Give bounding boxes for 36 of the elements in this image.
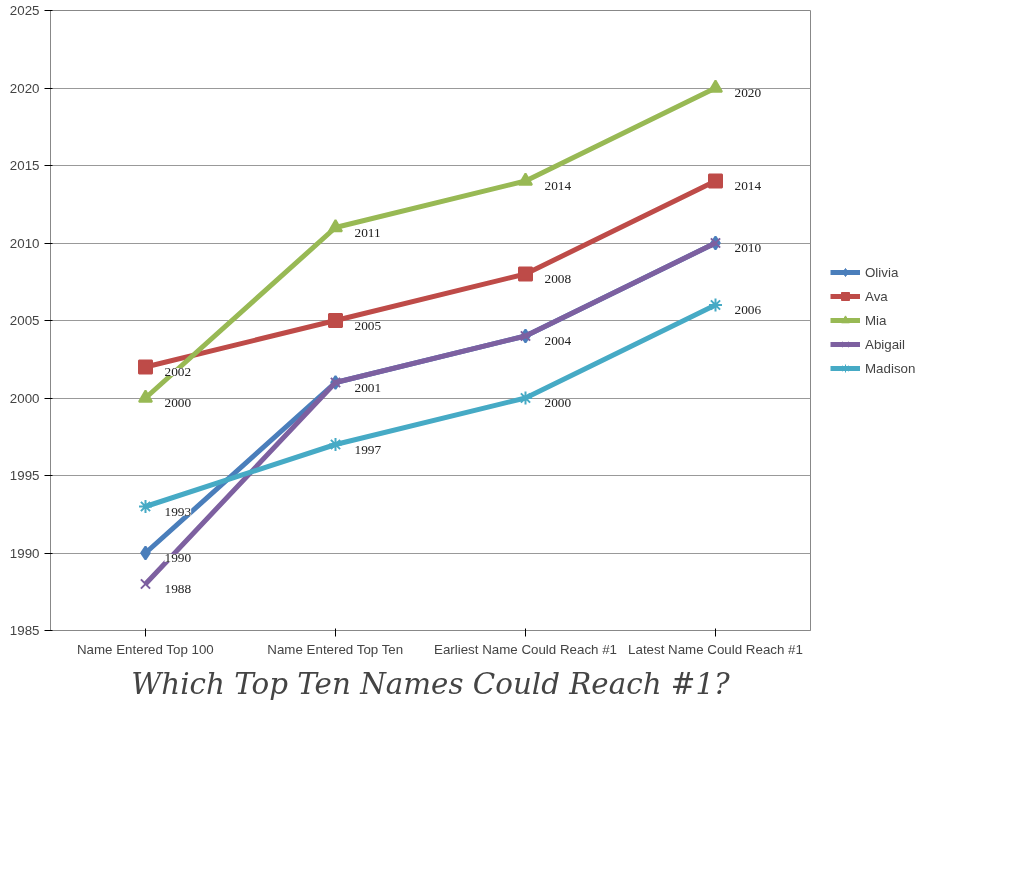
x-tick-label: Latest Name Could Reach #1 — [628, 641, 803, 657]
data-label: 1990 — [164, 550, 192, 565]
data-label: 2002 — [164, 364, 192, 379]
x-tick-label: Name Entered Top Ten — [267, 641, 404, 657]
x-tick-label: Name Entered Top 100 — [76, 641, 214, 657]
data-label: 2001 — [354, 379, 382, 395]
y-tick-label: 2015 — [9, 158, 40, 173]
data-label: 2006 — [734, 302, 762, 317]
data-label: 1997 — [354, 441, 382, 457]
y-tick-label: 1995 — [9, 468, 40, 483]
data-label: 2000 — [164, 395, 192, 410]
legend-label: Madison — [865, 360, 916, 376]
data-label: 2000 — [544, 395, 572, 410]
data-label: 2014 — [734, 178, 762, 193]
data-label: 2010 — [734, 240, 762, 255]
data-label: 2011 — [354, 224, 381, 240]
y-tick-label: 2005 — [9, 313, 40, 328]
data-label: 1993 — [164, 503, 192, 519]
y-tick-label: 1985 — [9, 623, 40, 638]
text: Which Top Ten Names Could Reach #1? — [131, 666, 731, 701]
data-label: 2008 — [544, 271, 572, 286]
data-label: 2005 — [354, 317, 382, 333]
legend-label: Olivia — [865, 264, 899, 280]
data-label: 1988 — [164, 581, 192, 596]
x-tick-label: Earliest Name Could Reach #1 — [434, 641, 617, 657]
data-label: 2004 — [544, 333, 572, 348]
legend-label: Ava — [865, 288, 888, 304]
y-tick-label: 1990 — [9, 545, 40, 561]
y-tick-label: 2010 — [9, 235, 40, 251]
y-tick-label: 2020 — [9, 80, 40, 96]
legend-label: Mia — [865, 312, 887, 328]
y-tick-label: 2025 — [9, 3, 40, 18]
data-label: 2020 — [734, 85, 762, 100]
legend-label: Abigail — [865, 336, 906, 352]
y-tick-label: 2000 — [9, 390, 40, 406]
data-label: 2014 — [544, 178, 572, 193]
